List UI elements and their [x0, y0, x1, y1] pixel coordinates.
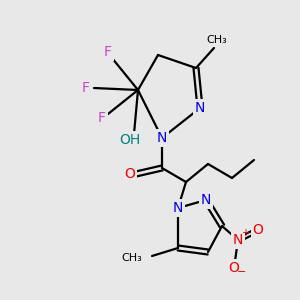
Text: F: F: [104, 45, 112, 59]
Text: +: +: [241, 228, 249, 238]
Text: O: O: [124, 167, 135, 181]
Text: O: O: [229, 261, 239, 275]
Text: F: F: [98, 111, 106, 125]
Text: CH₃: CH₃: [207, 35, 227, 45]
Text: −: −: [237, 267, 247, 277]
Text: N: N: [201, 193, 211, 207]
Text: N: N: [173, 201, 183, 215]
Text: F: F: [82, 81, 90, 95]
Text: N: N: [233, 233, 243, 247]
Text: CH₃: CH₃: [121, 253, 142, 263]
Text: OH: OH: [119, 133, 141, 147]
Text: N: N: [157, 131, 167, 145]
Text: O: O: [253, 223, 263, 237]
Text: N: N: [195, 101, 205, 115]
